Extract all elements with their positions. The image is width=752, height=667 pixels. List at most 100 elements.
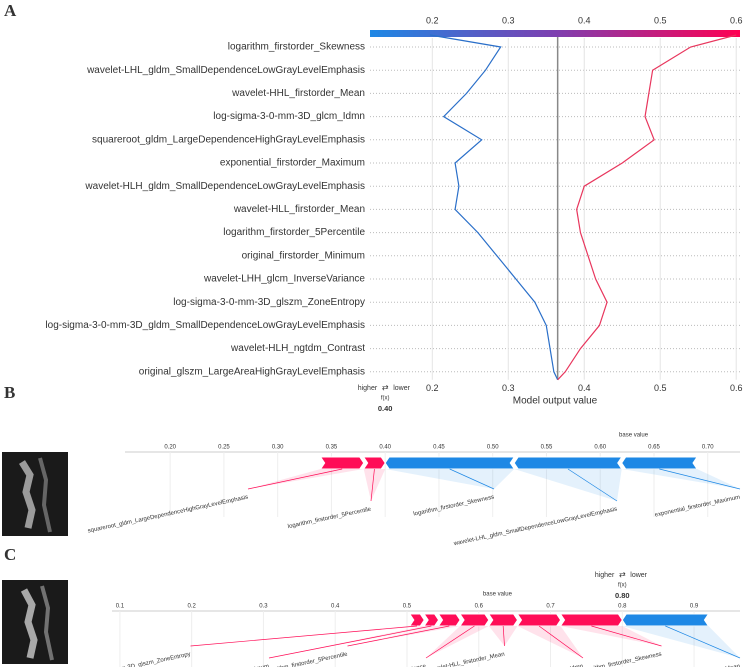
- feature-label: log-sigma-3-0-mm-3D_glcm_Idmn: [493, 664, 583, 667]
- feature-label: logarithm_firstorder_Skewness: [228, 42, 365, 53]
- force-segment: [621, 456, 698, 470]
- connector: [502, 625, 505, 647]
- legend-lower: lower: [630, 572, 647, 579]
- x-tick-label: 0.3: [259, 604, 268, 610]
- x-tick-label-top: 0.2: [426, 15, 439, 25]
- x-tick-label-top: 0.4: [578, 15, 591, 25]
- x-tick-label: 0.25: [218, 445, 230, 451]
- x-tick-label: 0.1: [116, 604, 125, 610]
- force-segment: [559, 613, 623, 627]
- connector: [659, 468, 741, 490]
- connector: [268, 625, 432, 659]
- decision-line: [557, 34, 737, 381]
- x-tick-label: 0.4: [578, 383, 591, 393]
- force-segment: [459, 613, 490, 627]
- connector: [425, 625, 475, 659]
- base-value-label: base value: [483, 592, 513, 598]
- x-tick-label: 0.20: [164, 445, 176, 451]
- feature-label: original_firstorder_Minimum: [242, 250, 365, 261]
- connector: [567, 468, 618, 502]
- x-tick-label: 0.50: [487, 445, 499, 451]
- panel-label: B: [4, 383, 15, 402]
- fx-value: 0.80: [615, 591, 630, 600]
- fx-label: f(x): [381, 396, 390, 402]
- connector-shade: [488, 626, 518, 646]
- force-segment: [621, 613, 710, 627]
- force-segment: [319, 456, 365, 470]
- feature-label: wavelet-LHH_glcm_InverseVariance: [330, 663, 427, 667]
- x-tick-label-top: 0.6: [730, 15, 743, 25]
- colorbar: [370, 30, 740, 37]
- feature-label: exponential_firstorder_Maximum: [654, 495, 740, 519]
- x-tick-label: 0.2: [187, 604, 196, 610]
- connector-shade: [269, 626, 439, 658]
- feature-label: logarithm_firstorder_5Percentile: [223, 227, 365, 238]
- connector: [665, 625, 741, 659]
- x-tick-label: 0.6: [475, 604, 484, 610]
- feature-label: exponential_firstorder_Maximum: [220, 158, 365, 169]
- x-tick-label: 0.2: [426, 383, 439, 393]
- panel-label: A: [4, 1, 17, 20]
- feature-label: log-sigma-3-0-mm-3D_glcm_Idmn: [213, 111, 365, 122]
- fx-value: 0.40: [378, 404, 393, 413]
- connector: [247, 468, 343, 490]
- force-segment: [513, 456, 623, 470]
- feature-label: squareroot_gldm_LargeDependenceHighGrayL…: [87, 495, 248, 535]
- feature-label: wavelet-HLL_firstorder_Mean: [426, 652, 505, 667]
- connector: [347, 625, 450, 647]
- connector: [190, 625, 418, 647]
- x-tick-label: 0.7: [546, 604, 555, 610]
- x-tick-label: 0.5: [654, 383, 667, 393]
- feature-label: log-sigma-3-0-mm-3D_glszm_ZoneEntropy: [77, 652, 191, 667]
- connector-shade: [347, 626, 461, 646]
- legend-arrow: ⇄: [382, 383, 389, 392]
- feature-label: wavelet-HHL_firstorder_Mean: [661, 664, 741, 667]
- mri-image-b: [2, 452, 68, 536]
- connector-shade: [426, 626, 489, 658]
- feature-label: logarithm_firstorder_5Percentile: [287, 506, 372, 530]
- feature-label: logarithm_firstorder_Skewness: [413, 495, 495, 518]
- x-tick-label: 0.30: [272, 445, 284, 451]
- x-tick-label: 0.40: [379, 445, 391, 451]
- x-tick-label: 0.65: [648, 445, 660, 451]
- base-value-label: base value: [619, 433, 649, 439]
- feature-label: wavelet-LHH_glcm_InverseVariance: [203, 274, 365, 285]
- feature-label: wavelet-LHL_gldm_SmallDependenceLowGrayL…: [86, 65, 365, 76]
- x-tick-label: 0.5: [403, 604, 412, 610]
- x-tick-label: 0.45: [433, 445, 445, 451]
- feature-label: logarithm_firstorder_Skewness: [580, 652, 662, 667]
- force-segment: [437, 613, 461, 627]
- x-tick-label: 0.70: [702, 445, 714, 451]
- connector: [591, 625, 662, 647]
- feature-label: wavelet-HLH_gldm_SmallDependenceLowGrayL…: [84, 181, 365, 192]
- feature-label: wavelet-HLL_firstorder_Mean: [233, 204, 365, 215]
- feature-label: wavelet-HHL_firstorder_Mean: [231, 88, 365, 99]
- feature-label: log-sigma-3-0-mm-3D_glszm_ZoneEntropy: [173, 297, 365, 308]
- connector-shade: [622, 626, 740, 658]
- x-tick-label: 0.8: [618, 604, 627, 610]
- x-tick-label: 0.35: [326, 445, 338, 451]
- feature-label: logarithm_firstorder_5Percentile: [264, 651, 349, 667]
- x-tick-label: 0.9: [690, 604, 699, 610]
- x-tick-label: 0.4: [331, 604, 340, 610]
- connector-shade: [514, 469, 622, 501]
- feature-label: wavelet-LHL_gldm_SmallDependenceLowGrayL…: [452, 507, 617, 548]
- force-segment: [362, 456, 386, 470]
- connector: [538, 625, 584, 659]
- x-tick-label: 0.55: [541, 445, 553, 451]
- x-tick-label: 0.6: [730, 383, 743, 393]
- legend-higher: higher: [595, 572, 615, 579]
- force-segment: [487, 613, 519, 627]
- x-tick-label: 0.3: [502, 383, 515, 393]
- panel-label: C: [4, 545, 16, 564]
- legend-higher: higher: [358, 385, 378, 392]
- feature-label: original_glszm_LargeAreaHighGrayLevelEmp…: [139, 366, 365, 377]
- x-axis-label: Model output value: [513, 395, 598, 406]
- connector: [370, 468, 375, 502]
- connector-shade: [248, 469, 364, 489]
- feature-label: wavelet-HLH_ngtdm_Contrast: [230, 343, 365, 354]
- feature-label: original_firstorder_Minimum: [196, 664, 270, 667]
- connector-shade: [621, 469, 740, 489]
- connector-shade: [363, 469, 386, 501]
